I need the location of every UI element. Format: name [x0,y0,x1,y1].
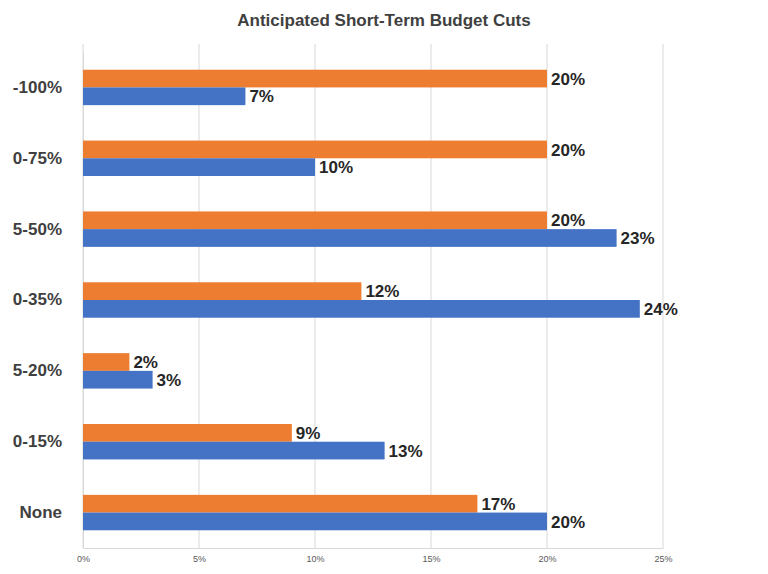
tick: 5-50% [13,220,83,239]
data-label: 3% [157,371,182,390]
value-axis: 0% 5% 10% 15% 20% 25% [77,548,673,564]
bar [83,211,547,229]
data-label: 13% [389,442,423,461]
tick: 10% [306,548,324,564]
category-label: 5-50% [13,220,62,239]
bar [83,371,153,389]
tick: 5-20% [13,361,83,380]
bars [83,70,640,531]
data-label: 10% [319,158,353,177]
grid-line [431,44,432,548]
bar [83,87,245,105]
category-label: 0-15% [13,432,62,451]
category-label: -100% [13,78,62,97]
tick-label: 10% [306,554,324,564]
data-label: 23% [621,229,655,248]
tick: 25% [654,548,672,564]
category-label: 5-20% [13,361,62,380]
data-label: 24% [644,300,678,319]
data-label: 12% [365,282,399,301]
bar [83,442,385,460]
tick-label: 25% [654,554,672,564]
bar [83,300,640,318]
tick: 0-75% [13,149,83,168]
bar [83,353,129,371]
bar [83,229,617,247]
data-label: 2% [133,353,158,372]
bar [83,513,547,531]
data-label: 17% [481,495,515,514]
data-label: 20% [551,513,585,532]
tick: 0-15% [13,432,83,451]
chart-title: Anticipated Short-Term Budget Cuts [237,11,530,30]
data-label: 20% [551,211,585,230]
bar [83,495,477,513]
category-label: 0-75% [13,149,62,168]
tick: 20% [538,548,556,564]
series [83,70,547,513]
bar [83,158,315,176]
axis-line [84,548,664,549]
bar [83,141,547,159]
category-axis: -100% 0-75% 5-50% 0-35% 5-20% 0-15% None [13,53,84,549]
bar [83,424,292,442]
category-label: None [20,503,63,522]
grid [83,44,663,548]
tick: 15% [422,548,440,564]
tick-label: 0% [77,554,90,564]
bar [83,282,361,300]
data-label: 9% [296,424,321,443]
tick: 0-35% [13,290,83,309]
grid-line [663,44,664,548]
tick: 5% [193,548,206,564]
tick-label: 15% [422,554,440,564]
series [83,87,640,530]
tick-label: 20% [538,554,556,564]
bar [83,70,547,88]
data-label: 20% [551,70,585,89]
grid-line [547,44,548,548]
data-label: 20% [551,141,585,160]
category-label: 0-35% [13,290,62,309]
data-label: 7% [249,87,274,106]
data-labels: 20% 20% 20% 12% 2% 9% 17% 7% 10% 23% 24% 3% 13% 20% [133,70,677,532]
tick-label: 5% [193,554,206,564]
tick: -100% [13,78,83,97]
chart: Anticipated Short-Term Budget Cuts 0% 5% 10… [0,0,768,574]
tick: None [20,503,84,522]
tick: 0% [77,548,90,564]
